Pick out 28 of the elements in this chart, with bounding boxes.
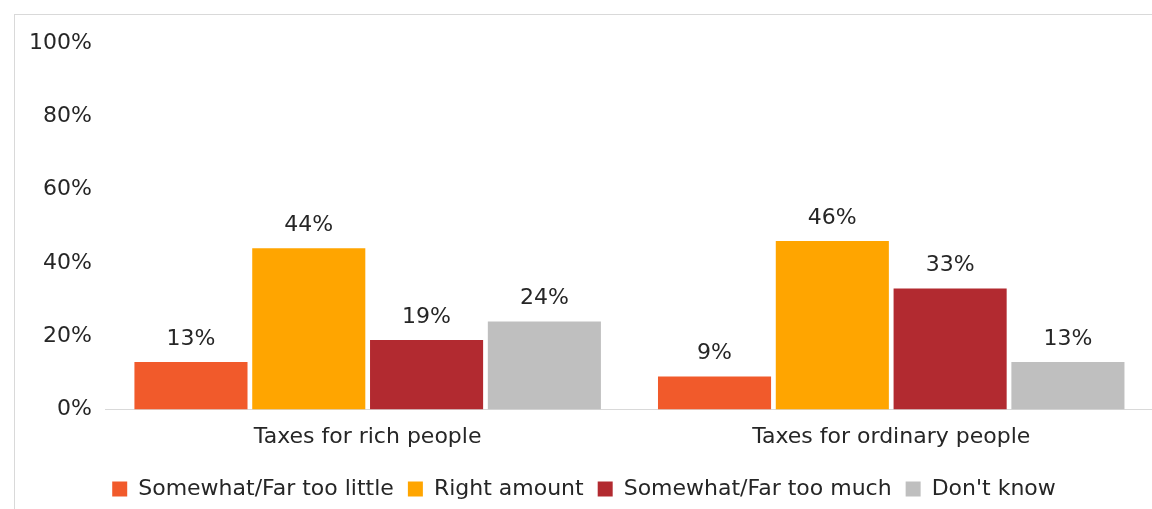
data-label: 46%: [807, 203, 857, 229]
bar: [1011, 361, 1125, 410]
data-label: 19%: [402, 302, 452, 328]
bar: [775, 240, 889, 410]
legend-label: Somewhat/Far too much: [623, 474, 892, 500]
bar: [134, 361, 248, 410]
legend-label: Somewhat/Far too little: [138, 474, 394, 500]
y-tick-label: 60%: [42, 175, 92, 201]
bar: [370, 339, 484, 410]
bar: [657, 376, 772, 410]
bar: [487, 321, 601, 410]
data-label: 13%: [1043, 324, 1093, 350]
y-tick-label: 20%: [42, 322, 92, 347]
x-tick-label: Taxes for ordinary people: [751, 422, 1031, 448]
data-label: 33%: [925, 251, 975, 277]
y-tick-label: 40%: [42, 248, 92, 274]
data-label: 24%: [519, 284, 569, 310]
bar: [252, 248, 366, 410]
y-tick-label: 100%: [28, 28, 92, 54]
data-label: 9%: [697, 339, 732, 365]
y-tick-label: 80%: [42, 102, 92, 128]
bar: [893, 288, 1007, 410]
data-label: 13%: [166, 324, 216, 350]
x-tick-label: Taxes for rich people: [252, 422, 482, 448]
legend-label: Don't know: [931, 474, 1056, 500]
y-tick-label: 0%: [56, 395, 92, 421]
data-label: 44%: [284, 211, 334, 237]
legend-label: Right amount: [433, 474, 585, 500]
